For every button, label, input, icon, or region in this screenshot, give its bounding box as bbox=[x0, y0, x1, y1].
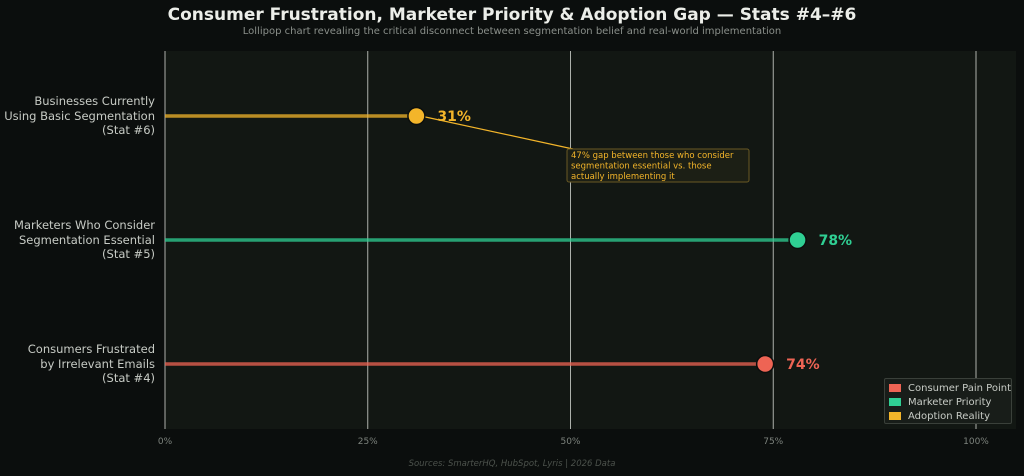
legend-swatch bbox=[889, 412, 901, 420]
legend: Consumer Pain Point Marketer Priority Ad… bbox=[884, 378, 1012, 424]
x-tick-label: 75% bbox=[763, 437, 783, 447]
lollipop-head bbox=[755, 354, 775, 374]
value-label: 31% bbox=[437, 109, 471, 125]
legend-label: Adoption Reality bbox=[908, 410, 990, 422]
annotation-text: 47% gap between those who consider segmen… bbox=[571, 151, 734, 182]
legend-swatch bbox=[889, 384, 901, 392]
legend-label: Marketer Priority bbox=[908, 396, 992, 408]
legend-swatch bbox=[889, 398, 901, 406]
legend-item-consumer: Consumer Pain Point bbox=[889, 381, 1011, 395]
y-category-label: Consumers Frustrated by Irrelevant Emails… bbox=[27, 342, 155, 385]
legend-item-adoption: Adoption Reality bbox=[889, 409, 1011, 423]
legend-label: Consumer Pain Point bbox=[908, 382, 1012, 394]
value-label: 78% bbox=[819, 233, 853, 249]
y-category-label: Businesses Currently Using Basic Segmenta… bbox=[4, 94, 155, 137]
annotation-arrow bbox=[425, 116, 574, 150]
x-tick-label: 0% bbox=[158, 437, 173, 447]
lollipop-head bbox=[407, 106, 426, 126]
lollipop-head bbox=[788, 230, 807, 250]
x-tick-label: 50% bbox=[560, 437, 580, 447]
y-category-label: Marketers Who Consider Segmentation Essen… bbox=[14, 218, 155, 261]
chart-subtitle: Lollipop chart revealing the critical di… bbox=[242, 26, 782, 37]
legend-item-marketer: Marketer Priority bbox=[889, 395, 1011, 409]
x-tick-label: 100% bbox=[963, 437, 989, 447]
x-tick-label: 25% bbox=[358, 437, 378, 447]
annotation-box bbox=[566, 148, 750, 183]
chart-title: Consumer Frustration, Marketer Priority … bbox=[167, 5, 857, 25]
source-note: Sources: SmarterHQ, HubSpot, Lyris | 202… bbox=[408, 459, 616, 469]
value-label: 74% bbox=[786, 357, 820, 373]
